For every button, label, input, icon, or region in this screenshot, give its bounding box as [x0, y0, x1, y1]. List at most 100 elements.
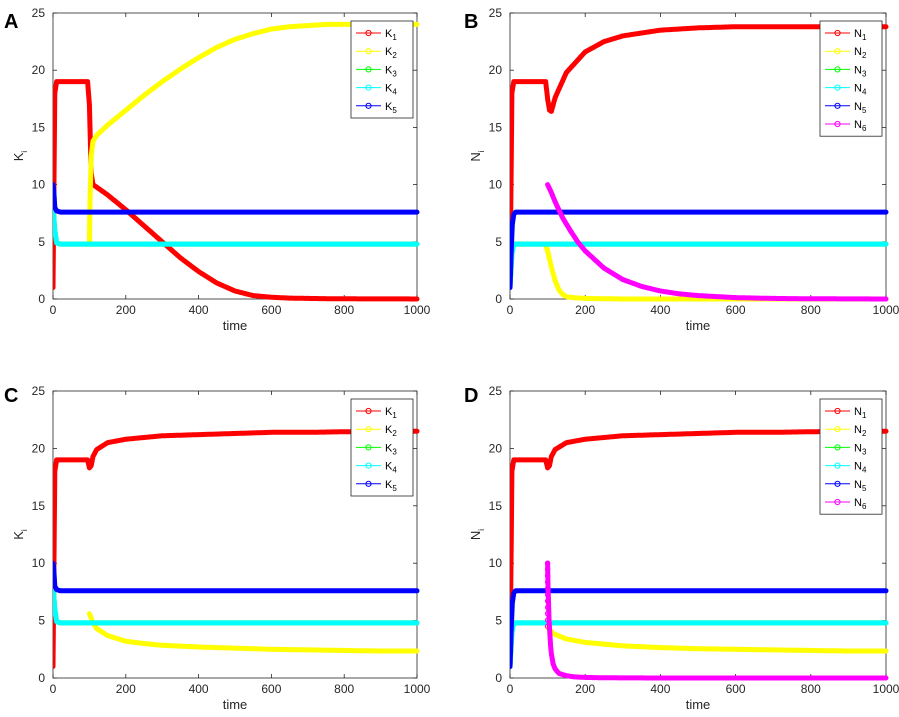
y-axis-label: Ni [468, 529, 486, 540]
series-marker-n6 [544, 566, 551, 573]
x-tick-label: 800 [801, 682, 821, 696]
panel-letter: A [4, 11, 18, 33]
series-marker-n6 [544, 598, 551, 604]
legend-label-sub: 5 [392, 106, 397, 115]
y-axis-label-main: K [11, 531, 26, 540]
legend-marker-k1 [365, 29, 372, 37]
legend-marker-n4 [834, 84, 841, 91]
legend-label-main: N [854, 406, 862, 418]
y-tick-label: 20 [32, 63, 46, 77]
legend-label-main: K [385, 461, 393, 473]
legend-label-n2: N2 [854, 46, 867, 60]
y-axis-label: Ni [468, 150, 486, 161]
legend-label-main: N [854, 46, 862, 58]
x-tick-label: 400 [650, 682, 670, 696]
legend-marker-n3 [834, 444, 841, 451]
legend-label-k4: K4 [385, 83, 397, 97]
legend-label-main: K [385, 406, 393, 418]
y-axis-label-main: N [468, 531, 483, 540]
series-marker-n6 [544, 585, 551, 592]
legend-marker-k4 [365, 462, 372, 469]
legend-label-main: N [854, 64, 862, 76]
y-axis-label-sub: i [20, 151, 29, 153]
y-tick-label: 0 [495, 292, 502, 306]
x-tick-label: 400 [650, 303, 670, 317]
series-marker-n6 [544, 611, 551, 617]
series-line-n6 [545, 182, 889, 302]
legend-marker-n2 [834, 426, 841, 433]
legend-label-main: N [854, 497, 862, 509]
x-axis-label: time [686, 697, 711, 712]
y-tick-label: 20 [489, 63, 503, 77]
series-marker-n6 [544, 573, 551, 579]
legend-label-sub: 2 [862, 429, 867, 438]
legend-label-main: N [854, 461, 862, 473]
series-line-k4 [53, 583, 420, 626]
legend-label-sub: 1 [392, 411, 397, 420]
series-marker-n6 [544, 604, 551, 611]
legend-label-main: K [385, 442, 393, 454]
panel-a: A0 200 400 600 800 10000510152025timeKiK1K2K3… [4, 6, 431, 333]
y-axis-label-sub: i [477, 529, 486, 531]
legend-label-sub: 1 [862, 411, 867, 420]
legend-label-n1: N1 [854, 406, 867, 420]
legend-label-n6: N6 [854, 119, 867, 133]
legend-marker-k3 [365, 66, 372, 73]
y-tick-label: 25 [32, 6, 46, 20]
legend-label-sub: 5 [862, 484, 867, 493]
legend-label-sub: 3 [392, 69, 397, 78]
series-marker-n6 [544, 623, 551, 630]
legend-label-n2: N2 [854, 424, 867, 438]
legend-box [819, 398, 883, 515]
series-line-n2 [545, 625, 889, 654]
series-line-n4 [510, 620, 889, 669]
y-tick-label: 20 [489, 441, 503, 455]
x-tick-label: 1000 [873, 682, 899, 696]
legend-label-n1: N1 [854, 28, 867, 42]
legend-label-sub: 1 [392, 33, 397, 42]
legend-label-main: N [854, 101, 862, 113]
legend-label-sub: 6 [862, 124, 867, 133]
x-tick-label: 0 [50, 303, 57, 317]
x-tick-label: 0 [507, 682, 514, 696]
legend-label-sub: 2 [392, 51, 397, 60]
series-marker-n6 [544, 617, 551, 623]
legend-label-main: K [385, 46, 393, 58]
x-tick-label: 600 [726, 682, 746, 696]
legend-box [350, 398, 414, 497]
x-tick-label: 0 [507, 303, 514, 317]
series-line-n5 [510, 588, 889, 669]
legend-box [819, 20, 883, 137]
panel-letter: D [464, 385, 478, 407]
legend-label-sub: 4 [392, 466, 397, 475]
y-tick-label: 25 [32, 384, 46, 398]
y-tick-label: 5 [495, 614, 502, 628]
y-tick-label: 25 [489, 6, 503, 20]
legend-label-n4: N4 [854, 461, 867, 475]
y-tick-label: 0 [495, 671, 502, 685]
series-line-k5 [53, 560, 420, 594]
legend-label-sub: 5 [862, 106, 867, 115]
legend-label-sub: 2 [862, 51, 867, 60]
legend-label-sub: 4 [862, 466, 867, 475]
series-marker-n6 [544, 579, 551, 585]
x-tick-label: 400 [189, 303, 209, 317]
legend-label-n4: N4 [854, 83, 867, 97]
series-line-k5 [53, 182, 420, 215]
legend-marker-n5 [834, 480, 841, 487]
legend-label-n6: N6 [854, 497, 867, 511]
legend-label-main: N [854, 442, 862, 454]
y-tick-label: 0 [38, 671, 45, 685]
legend-label-sub: 4 [392, 88, 397, 97]
legend-label-main: K [385, 83, 393, 95]
legend-label-main: K [385, 101, 393, 113]
legend-label-sub: 1 [862, 33, 867, 42]
y-axis-label: Ki [11, 151, 29, 162]
legend-label-main: N [854, 424, 862, 436]
y-tick-label: 5 [38, 235, 45, 249]
x-tick-label: 1000 [873, 303, 899, 317]
x-tick-label: 200 [575, 682, 595, 696]
